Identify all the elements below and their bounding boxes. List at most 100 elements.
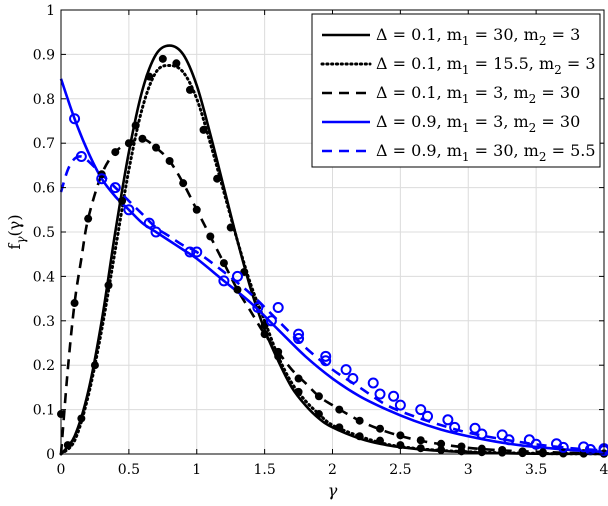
marker-0-10 (199, 125, 208, 134)
marker-0-6 (145, 72, 154, 81)
marker-0-22 (416, 444, 425, 453)
series-line-4 (59, 155, 605, 452)
marker-1-23 (437, 439, 446, 448)
marker-1-24 (457, 442, 466, 451)
x-axis-label: γ (328, 481, 338, 500)
marker-3-2 (143, 217, 155, 229)
legend-label-3: Δ = 0.9, m1 = 3, m2 = 30 (376, 112, 580, 135)
marker-1-21 (396, 431, 405, 440)
marker-1-12 (219, 259, 228, 268)
x-tick-label-0: 0 (57, 462, 66, 478)
marker-0-17 (314, 410, 323, 419)
x-tick-label-3: 1.5 (253, 462, 275, 478)
x-tick-label-5: 2.5 (389, 462, 411, 478)
marker-2-3 (150, 226, 162, 238)
marker-3-15 (523, 434, 535, 446)
marker-1-7 (152, 143, 161, 152)
marker-1-8 (165, 156, 174, 165)
y-tick-label-3: 0.3 (33, 314, 55, 330)
marker-1-1 (70, 299, 79, 308)
marker-2-7 (265, 315, 277, 327)
marker-0-5 (131, 121, 140, 130)
marker-2-5 (218, 275, 230, 287)
marker-1-9 (179, 179, 188, 188)
marker-2-13 (422, 410, 434, 422)
marker-1-15 (274, 347, 283, 356)
svg-text:fγ(γ): fγ(γ) (5, 214, 28, 249)
y-tick-label-5: 0.5 (33, 225, 55, 241)
y-tick-label-1: 0.1 (33, 403, 55, 419)
marker-1-28 (538, 448, 547, 457)
marker-3-10 (388, 390, 400, 402)
legend-label-1: Δ = 0.1, m1 = 15.5, m2 = 3 (376, 54, 596, 77)
marker-1-4 (111, 148, 120, 157)
marker-3-1 (109, 182, 121, 194)
marker-0-19 (355, 432, 364, 441)
legend-box (311, 13, 601, 168)
marker-0-18 (335, 423, 344, 432)
marker-1-11 (206, 232, 215, 241)
y-axis-label-main: f (5, 243, 24, 250)
marker-3-8 (340, 364, 352, 376)
marker-0-1 (77, 414, 86, 423)
marker-1-16 (294, 374, 303, 383)
marker-0-3 (104, 281, 113, 290)
marker-2-12 (394, 399, 406, 411)
legend-label-0: Δ = 0.1, m1 = 30, m2 = 3 (376, 25, 580, 48)
marker-0-4 (118, 196, 127, 205)
x-tick-label-8: 4 (600, 462, 608, 478)
marker-0-7 (158, 54, 167, 63)
marker-1-19 (355, 416, 364, 425)
series-line-3 (59, 78, 605, 454)
y-tick-label-2: 0.2 (33, 358, 55, 374)
marker-0-23 (437, 446, 446, 455)
marker-1-10 (192, 205, 201, 214)
x-tick-label-6: 3 (464, 462, 473, 478)
marker-3-12 (442, 414, 454, 426)
marker-0-20 (376, 436, 385, 445)
marker-3-3 (191, 246, 203, 258)
y-tick-label-10: 1 (46, 3, 55, 19)
marker-1-5 (124, 139, 133, 148)
marker-3-6 (293, 328, 305, 340)
y-axis-label-sub: γ (14, 236, 28, 244)
marker-0-12 (226, 223, 235, 232)
tick-labels: 0 0.5 1 1.5 2 2.5 3 3.5 4 0 0.1 0.2 0.3 0.4 0.5 0.6 0.7 0… (33, 3, 608, 478)
marker-1-2 (84, 214, 93, 223)
marker-0-9 (185, 85, 194, 94)
marker-2-15 (476, 428, 488, 440)
y-axis-label-arg: (γ) (5, 214, 24, 236)
marker-3-4 (231, 270, 243, 282)
y-tick-label-8: 0.8 (33, 92, 55, 108)
y-tick-label-6: 0.6 (33, 181, 55, 197)
marker-3-16 (550, 438, 562, 450)
marker-1-18 (335, 405, 344, 414)
marker-2-6 (252, 301, 264, 313)
x-tick-label-7: 3.5 (525, 462, 547, 478)
series-line-1 (59, 63, 606, 456)
marker-3-0 (75, 151, 87, 163)
x-tick-label-2: 1 (192, 462, 201, 478)
marker-2-2 (123, 204, 135, 216)
marker-1-13 (233, 285, 242, 294)
marker-2-14 (449, 421, 461, 433)
marker-3-9 (367, 377, 379, 389)
marker-1-14 (260, 330, 269, 339)
marker-1-22 (416, 436, 425, 445)
marker-2-10 (347, 373, 359, 385)
marker-3-5 (272, 301, 284, 313)
marker-2-1 (96, 173, 108, 185)
y-tick-label-7: 0.7 (33, 136, 55, 152)
marker-3-11 (415, 404, 427, 416)
marker-3-14 (496, 429, 508, 441)
marker-3-7 (320, 350, 332, 362)
marker-0-21 (396, 441, 405, 450)
marker-2-8 (293, 333, 305, 345)
legend: Δ = 0.1, m1 = 30, m2 = 3 Δ = 0.1, m1 = 15… (311, 13, 601, 168)
marker-3-13 (469, 422, 481, 434)
y-tick-label-4: 0.4 (33, 269, 55, 285)
marker-3-17 (578, 441, 590, 453)
marker-0-11 (213, 174, 222, 183)
marker-0-0 (63, 441, 72, 450)
